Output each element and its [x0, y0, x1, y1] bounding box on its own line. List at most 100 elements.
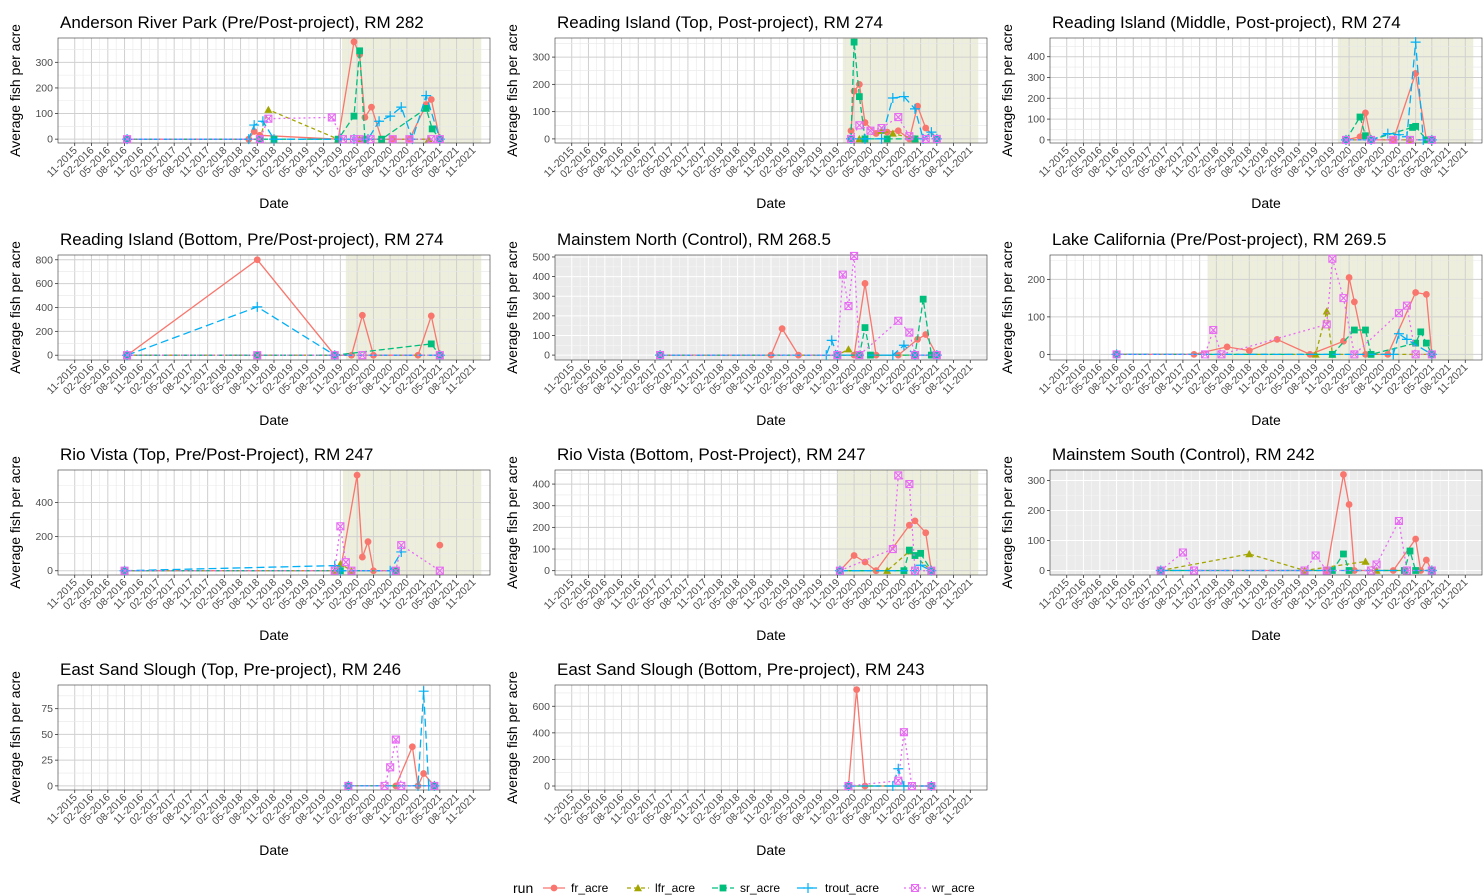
data-point-wr_acre — [1328, 254, 1337, 263]
data-point-wr_acre — [435, 135, 444, 144]
data-point-fr_acre — [1356, 133, 1364, 141]
data-point-wr_acre — [1402, 566, 1411, 575]
data-point-wr_acre — [336, 522, 345, 531]
y-axis-title: Average fish per acre — [7, 671, 23, 804]
data-point-fr_acre — [427, 312, 435, 320]
panel-title: Rio Vista (Top, Pre/Post-Project), RM 24… — [60, 445, 373, 464]
y-tick-label: 200 — [35, 326, 53, 338]
data-point-wr_acre — [905, 132, 914, 141]
data-point-trout_acre — [1410, 37, 1421, 48]
data-point-sr_acre — [1417, 328, 1425, 336]
y-tick-label: 400 — [35, 302, 53, 314]
data-point-wr_acre — [330, 566, 339, 575]
data-point-sr_acre — [422, 105, 430, 112]
data-point-trout_acre — [269, 134, 279, 145]
data-point-trout_acre — [385, 111, 396, 122]
data-point-wr_acre — [894, 471, 903, 480]
series-wr_acre — [344, 735, 439, 790]
series-line-wr_acre — [1116, 258, 1432, 356]
data-point-lfr_acre — [424, 135, 433, 143]
data-point-fr_acre — [855, 80, 863, 88]
data-point-wr_acre — [255, 135, 264, 144]
data-point-wr_acre — [888, 544, 897, 554]
data-point-fr_acre — [1345, 274, 1353, 281]
data-point-sr_acre — [1406, 547, 1414, 555]
data-point-trout_acre — [926, 127, 937, 138]
data-point-fr_acre — [253, 256, 261, 264]
y-tick-label: 0 — [544, 565, 550, 577]
data-point-fr_acre — [905, 521, 913, 529]
y-tick-label: 0 — [544, 350, 550, 362]
data-point-fr_acre — [368, 103, 375, 111]
legend-marker-fr_acre — [550, 884, 558, 892]
data-point-fr_acre — [353, 471, 361, 479]
data-point-sr_acre — [883, 135, 891, 143]
data-point-wr_acre — [844, 781, 853, 791]
y-tick-label: 75 — [41, 703, 53, 715]
chart-panel: 010020030011-201502-201605-201608-201611… — [7, 13, 491, 211]
y-tick-label: 200 — [1027, 274, 1045, 286]
series-line-wr_acre — [850, 116, 937, 140]
data-point-wr_acre — [388, 135, 397, 144]
data-point-trout_acre — [421, 90, 432, 101]
data-point-lfr_acre — [844, 345, 853, 353]
data-point-wr_acre — [835, 566, 844, 575]
y-tick-label: 0 — [544, 133, 550, 145]
data-point-wr_acre — [435, 351, 444, 360]
panel-title: Lake California (Pre/Post-project), RM 2… — [1052, 230, 1386, 249]
series-wr_acre — [123, 113, 444, 144]
x-axis-title: Date — [1251, 195, 1281, 211]
y-tick-label: 400 — [35, 497, 53, 509]
panel-title: Mainstem North (Control), RM 268.5 — [557, 230, 831, 249]
y-tick-label: 500 — [532, 251, 550, 263]
data-point-sr_acre — [1362, 132, 1369, 140]
data-point-fr_acre — [922, 124, 930, 132]
data-point-wr_acre — [123, 351, 132, 360]
x-axis-title: Date — [756, 195, 786, 211]
data-point-fr_acre — [1273, 335, 1281, 343]
data-point-trout_acre — [826, 335, 837, 346]
data-point-wr_acre — [120, 566, 129, 575]
data-point-fr_acre — [1223, 343, 1231, 351]
data-point-sr_acre — [1340, 550, 1347, 558]
data-point-wr_acre — [894, 113, 903, 122]
data-point-wr_acre — [838, 270, 847, 279]
data-point-wr_acre — [1311, 551, 1320, 560]
data-point-wr_acre — [338, 135, 347, 144]
data-point-fr_acre — [1340, 471, 1347, 478]
data-point-fr_acre — [350, 38, 358, 46]
x-axis-title: Date — [756, 842, 786, 858]
data-point-wr_acre — [921, 134, 930, 143]
y-tick-label: 0 — [1039, 565, 1045, 577]
data-point-fr_acre — [850, 552, 858, 559]
y-tick-label: 0 — [1039, 134, 1045, 146]
data-point-wr_acre — [1209, 325, 1218, 335]
data-point-fr_acre — [250, 128, 258, 135]
x-axis-title: Date — [259, 627, 289, 643]
y-tick-label: 600 — [532, 701, 550, 713]
data-point-lfr_acre — [888, 129, 897, 137]
data-point-sr_acre — [911, 135, 919, 143]
data-point-wr_acre — [1372, 560, 1381, 569]
y-axis-title: Average fish per acre — [504, 671, 520, 804]
data-point-trout_acre — [898, 340, 909, 351]
y-axis-title: Average fish per acre — [999, 24, 1015, 157]
data-point-wr_acre — [1217, 350, 1226, 359]
data-point-trout_acre — [887, 350, 898, 361]
panel-title: Reading Island (Bottom, Pre/Post-project… — [60, 230, 444, 249]
legend-marker-lfr_acre — [634, 884, 642, 892]
series-wr_acre — [844, 728, 936, 791]
y-axis-title: Average fish per acre — [999, 456, 1015, 589]
series-line-fr_acre — [1160, 474, 1433, 573]
y-tick-label: 0 — [47, 350, 53, 362]
chart-panel: 010020030040050011-201502-201605-201608-… — [504, 230, 988, 428]
data-point-wr_acre — [910, 566, 920, 575]
data-point-wr_acre — [397, 781, 406, 790]
data-point-fr_acre — [361, 113, 369, 121]
data-point-fr_acre — [911, 517, 919, 525]
data-point-sr_acre — [1412, 339, 1420, 347]
y-tick-label: 300 — [532, 291, 550, 303]
data-point-sr_acre — [356, 47, 364, 55]
legend-marker-wr_acre — [910, 883, 920, 893]
data-point-sr_acre — [911, 552, 919, 559]
